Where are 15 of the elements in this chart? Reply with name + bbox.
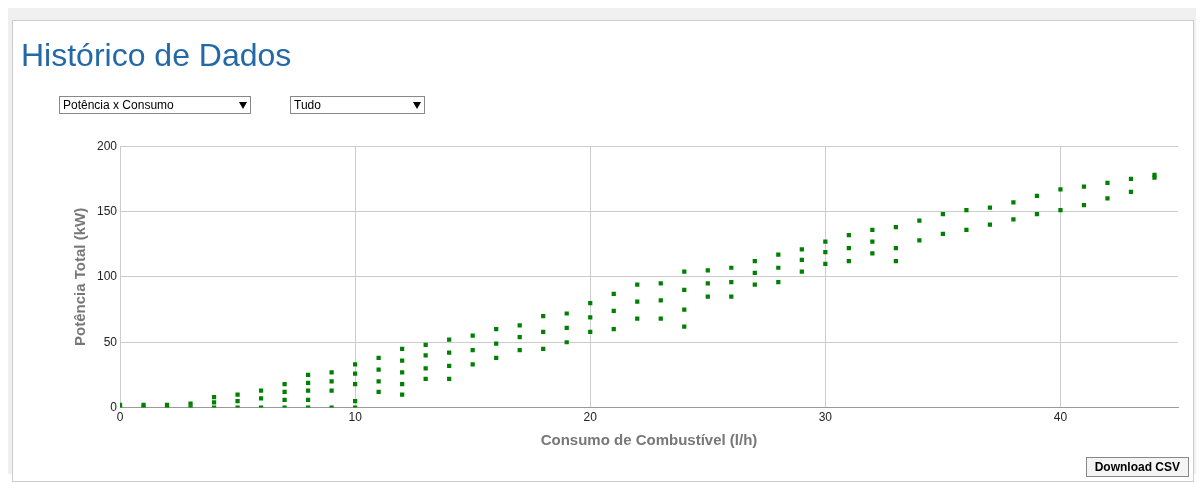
- y-tick-label: 100: [96, 269, 118, 284]
- x-tick-label: 30: [818, 410, 833, 425]
- y-tick-label: 50: [103, 334, 118, 349]
- y-tick-label: 200: [96, 138, 118, 153]
- x-tick-label: 40: [1053, 410, 1068, 425]
- chart-title: Histórico de Dados: [21, 37, 292, 74]
- text: Download CSV: [1085, 457, 1189, 477]
- x-axis-title: Consumo de Combustível (l/h): [540, 431, 758, 449]
- x-tick-label: 10: [348, 410, 363, 425]
- y-tick-label: 150: [96, 203, 118, 218]
- y-axis-title: Potência Total (kW): [71, 207, 89, 346]
- x-tick-label: 20: [583, 410, 598, 425]
- text: Potência x Consumo: [63, 98, 174, 112]
- text: Tudo: [294, 98, 321, 112]
- y-tick-label: 0: [110, 399, 118, 414]
